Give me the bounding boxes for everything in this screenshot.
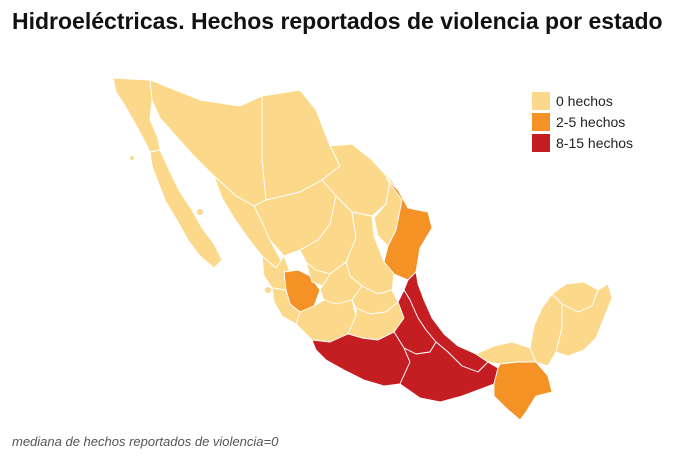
legend: 0 hechos 2-5 hechos 8-15 hechos [532, 90, 633, 153]
legend-label: 2-5 hechos [556, 113, 626, 130]
state-quintana-roo[interactable] [555, 283, 613, 357]
legend-swatch-8-15-hechos [532, 133, 550, 152]
legend-item: 8-15 hechos [532, 132, 633, 153]
legend-item: 0 hechos [532, 90, 633, 111]
legend-item: 2-5 hechos [532, 111, 633, 132]
legend-label: 8-15 hechos [556, 134, 634, 151]
footnote: mediana de hechos reportados de violenci… [12, 434, 279, 449]
island-gulf-1 [197, 209, 203, 215]
state-campeche[interactable] [529, 293, 563, 367]
legend-swatch-0-hechos [532, 91, 550, 110]
legend-swatch-2-5-hechos [532, 112, 550, 131]
state-chiapas[interactable] [493, 361, 553, 421]
island-pacific-1 [265, 287, 271, 293]
legend-label: 0 hechos [556, 92, 613, 109]
state-baja-california-sur[interactable] [149, 149, 223, 269]
island-pacific-2 [130, 156, 134, 160]
map-title: Hidroeléctricas. Hechos reportados de vi… [12, 8, 663, 34]
